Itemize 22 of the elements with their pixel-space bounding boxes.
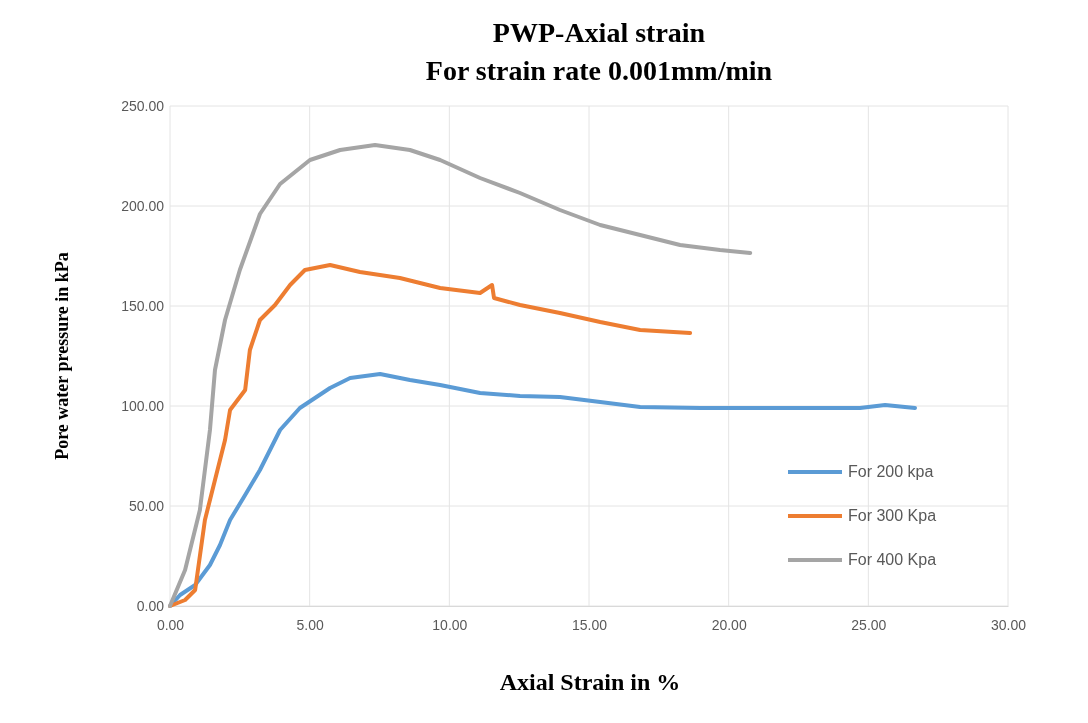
y-axis-title: Pore water pressure in kPa (52, 252, 72, 460)
x-tick-label: 20.00 (711, 616, 747, 633)
y-tick-label: 0.00 (136, 597, 165, 614)
y-tick-label: 200.00 (121, 197, 165, 214)
y-tick-label: 150.00 (121, 297, 165, 314)
x-tick-label: 5.00 (296, 616, 324, 633)
y-tick-label: 250.00 (121, 97, 165, 114)
y-tick-label: 100.00 (121, 397, 165, 414)
x-tick-label: 10.00 (432, 616, 468, 633)
line-series (168, 143, 753, 608)
legend-label: For 300 Kpa (848, 507, 937, 524)
legend-label: For 400 Kpa (848, 551, 937, 568)
x-axis-title: Axial Strain in % (499, 669, 681, 695)
line-series (168, 263, 693, 608)
legend-label: For 200 kpa (848, 463, 934, 480)
x-tick-label: 30.00 (990, 616, 1027, 633)
y-tick-label: 50.00 (128, 497, 165, 514)
x-tick-label: 15.00 (571, 616, 608, 633)
x-tick-label: 25.00 (851, 616, 887, 633)
chart-title: PWP-Axial strain (492, 17, 706, 48)
chart-subtitle: For strain rate 0.001mm/min (425, 55, 773, 86)
x-tick-label: 0.00 (156, 616, 185, 633)
